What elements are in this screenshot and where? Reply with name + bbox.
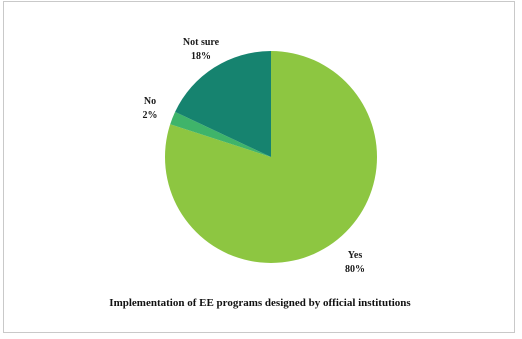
chart-frame: Yes 80% No 2% Not sure 18% Implementatio… <box>3 1 515 333</box>
slice-label-not-sure-name: Not sure <box>183 37 220 48</box>
pie-slices <box>165 51 378 263</box>
slice-label-no: No 2% <box>143 96 158 121</box>
slice-label-no-name: No <box>144 96 156 107</box>
slice-label-no-value: 2% <box>143 110 158 121</box>
pie-slice-yes <box>165 51 378 263</box>
slice-label-not-sure-value: 18% <box>191 51 211 62</box>
pie-slice-not-sure <box>175 51 271 157</box>
slice-label-yes-value: 80% <box>345 264 365 275</box>
chart-caption: Implementation of EE programs designed b… <box>109 297 411 309</box>
pie-chart: Yes 80% No 2% Not sure 18% Implementatio… <box>109 37 411 309</box>
slice-label-yes: Yes 80% <box>345 250 365 275</box>
pie-slice-no <box>170 111 271 157</box>
slice-label-yes-name: Yes <box>348 250 363 261</box>
slice-label-not-sure: Not sure 18% <box>183 37 220 62</box>
